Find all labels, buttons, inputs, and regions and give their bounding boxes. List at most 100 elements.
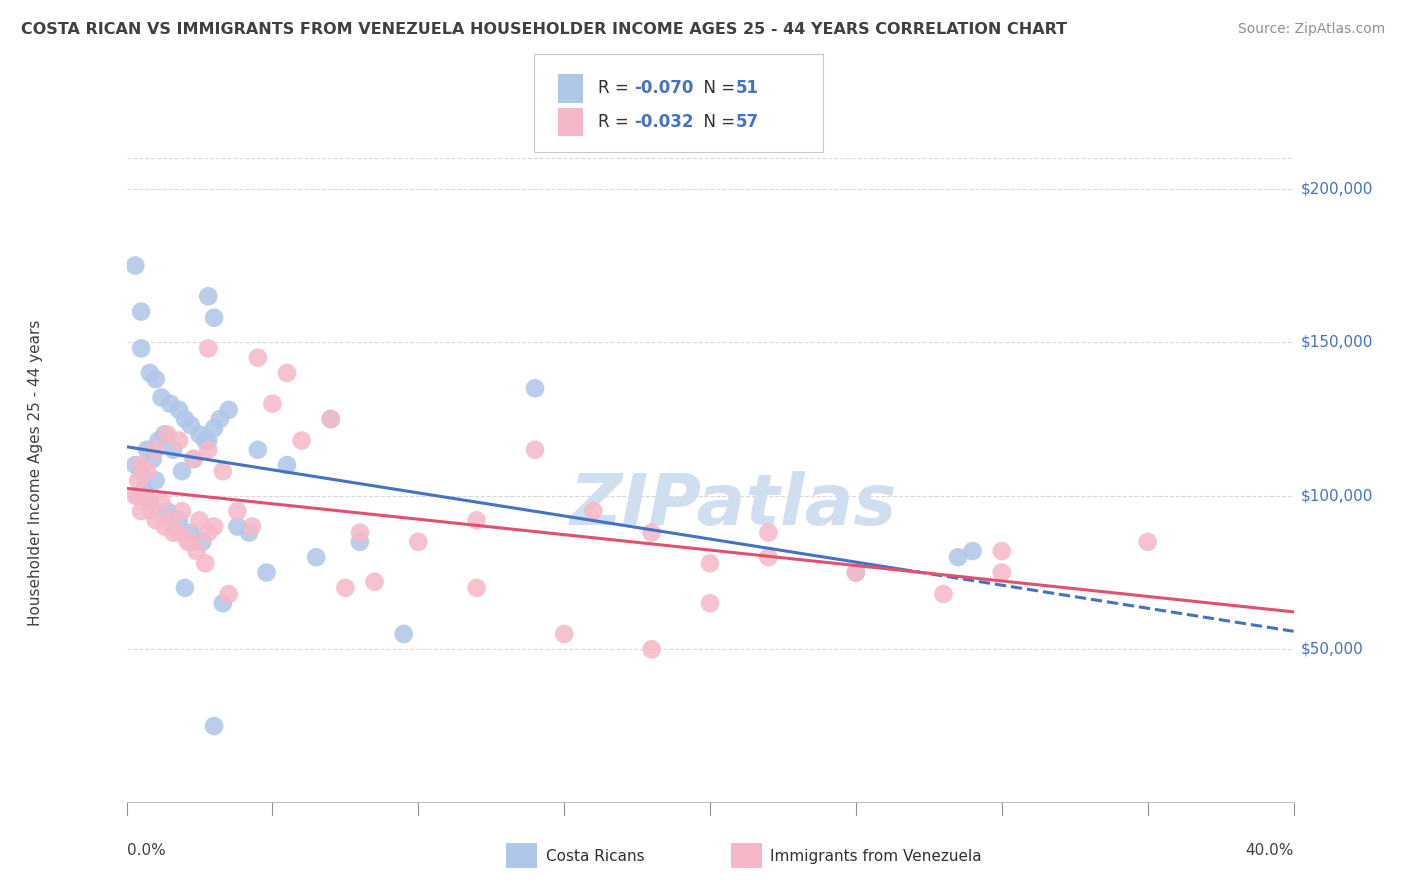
Point [845, 566, 868, 580]
Point [183, 452, 205, 467]
Point [246, 351, 269, 365]
Point [167, 513, 190, 527]
Point [174, 412, 197, 426]
Point [276, 366, 298, 380]
Point [845, 566, 868, 580]
Point [262, 397, 284, 411]
Point [129, 342, 152, 356]
Point [524, 442, 547, 457]
Text: R =: R = [598, 79, 634, 97]
Point [129, 464, 152, 478]
Point [641, 525, 664, 540]
Point [408, 534, 430, 549]
Point [129, 304, 152, 318]
Point [148, 434, 170, 448]
Point [226, 504, 249, 518]
Point [226, 519, 249, 533]
Text: 0.0%: 0.0% [127, 843, 166, 858]
Point [349, 525, 371, 540]
Point [211, 464, 233, 478]
Point [180, 525, 202, 540]
Point [962, 544, 984, 558]
Point [167, 402, 190, 417]
Point [174, 581, 197, 595]
Text: Householder Income Ages 25 - 44 years: Householder Income Ages 25 - 44 years [28, 319, 42, 626]
Point [202, 719, 225, 733]
Point [124, 458, 146, 472]
Point [150, 495, 173, 509]
Point [170, 464, 193, 478]
Point [177, 534, 200, 549]
Text: $150,000: $150,000 [1301, 334, 1372, 350]
Point [553, 627, 575, 641]
Point [197, 289, 219, 303]
Text: Immigrants from Venezuela: Immigrants from Venezuela [770, 849, 983, 863]
Point [194, 557, 217, 571]
Point [167, 525, 190, 540]
Point [170, 504, 193, 518]
Point [1136, 534, 1159, 549]
Point [186, 544, 208, 558]
Point [990, 544, 1012, 558]
Text: $100,000: $100,000 [1301, 488, 1372, 503]
Text: COSTA RICAN VS IMMIGRANTS FROM VENEZUELA HOUSEHOLDER INCOME AGES 25 - 44 YEARS C: COSTA RICAN VS IMMIGRANTS FROM VENEZUELA… [21, 22, 1067, 37]
Text: ZIPatlas: ZIPatlas [569, 471, 897, 541]
Point [290, 434, 312, 448]
Point [197, 525, 219, 540]
Point [180, 534, 202, 549]
Point [159, 513, 181, 527]
Text: -0.070: -0.070 [634, 79, 693, 97]
Point [197, 342, 219, 356]
Point [156, 427, 179, 442]
Point [145, 442, 167, 457]
Point [188, 427, 211, 442]
Point [127, 474, 149, 488]
Point [191, 534, 214, 549]
Point [142, 504, 165, 518]
Point [699, 557, 721, 571]
Point [167, 434, 190, 448]
Text: R =: R = [598, 113, 634, 131]
Point [276, 458, 298, 472]
Point [756, 525, 779, 540]
Point [162, 525, 184, 540]
Point [153, 519, 176, 533]
Point [465, 513, 488, 527]
Point [145, 372, 167, 386]
Point [139, 366, 162, 380]
Text: N =: N = [693, 79, 741, 97]
Point [246, 442, 269, 457]
Point [465, 581, 488, 595]
Point [132, 489, 155, 503]
Point [156, 504, 179, 518]
Point [218, 587, 240, 601]
Point [129, 458, 152, 472]
Point [349, 534, 371, 549]
Text: 40.0%: 40.0% [1246, 843, 1294, 858]
Point [363, 574, 385, 589]
Point [150, 391, 173, 405]
Point [162, 442, 184, 457]
Point [145, 513, 167, 527]
Text: Costa Ricans: Costa Ricans [546, 849, 644, 863]
Point [136, 442, 159, 457]
Point [641, 642, 664, 657]
Point [197, 442, 219, 457]
Text: -0.032: -0.032 [634, 113, 693, 131]
Text: $200,000: $200,000 [1301, 181, 1372, 196]
Point [319, 412, 342, 426]
Point [392, 627, 415, 641]
Point [194, 434, 217, 448]
Point [180, 418, 202, 433]
Point [136, 464, 159, 478]
Point [142, 452, 165, 467]
Point [240, 519, 263, 533]
Point [124, 259, 146, 273]
Point [946, 550, 969, 565]
Point [153, 427, 176, 442]
Point [202, 310, 225, 325]
Point [699, 596, 721, 610]
Point [127, 489, 149, 503]
Point [256, 566, 278, 580]
Point [208, 412, 231, 426]
